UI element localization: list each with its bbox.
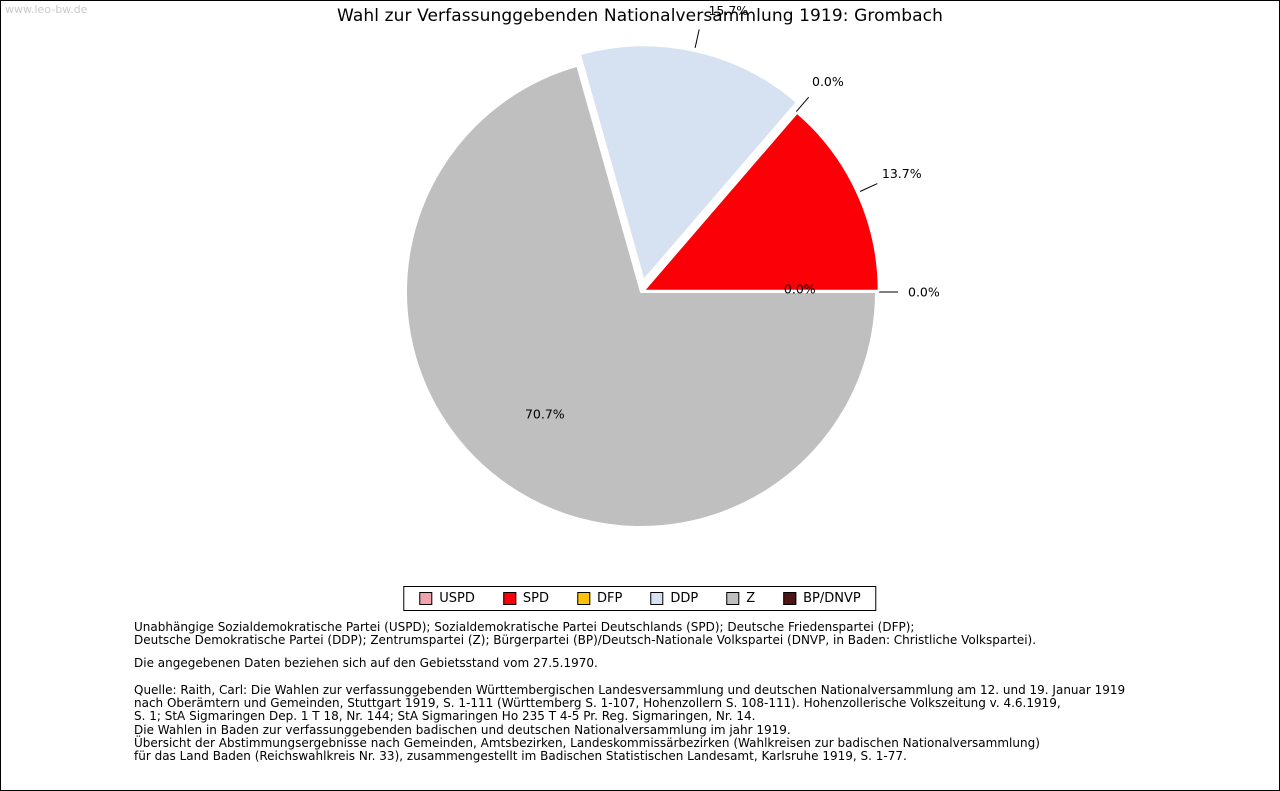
party-note-line: Deutsche Demokratische Partei (DDP); Zen… <box>134 633 1037 648</box>
legend-label: Z <box>746 591 756 606</box>
legend-item-dfp: DFP <box>577 591 622 606</box>
legend-item-spd: SPD <box>502 591 550 606</box>
source-citation-line: nach Oberämtern und Gemeinden, Stuttgart… <box>134 696 1061 711</box>
source-citation-line: S. 1; StA Sigmaringen Dep. 1 T 18, Nr. 1… <box>134 709 756 724</box>
source-citation-line: für das Land Baden (Reichswahlkreis Nr. … <box>134 749 907 764</box>
pie-value-label-ddp: 15.7% <box>708 3 748 18</box>
pie-label-leader-line <box>859 183 878 192</box>
pie-label-leader-line <box>694 29 700 49</box>
pie-slice-z <box>405 64 878 529</box>
source-citation-line: Quelle: Raith, Carl: Die Wahlen zur verf… <box>134 683 1126 697</box>
pie-value-label-dfp: 0.0% <box>812 74 844 89</box>
party-abbreviations-note: Unabhängige Sozialdemokratische Partei (… <box>134 620 1037 648</box>
watermark: www.leo-bw.de <box>5 3 88 16</box>
legend-swatch-spd <box>502 592 516 605</box>
legend: USPD SPD DFP DDP Z BP/DNVP <box>403 586 877 611</box>
legend-swatch-z <box>726 592 740 605</box>
legend-label: USPD <box>439 591 475 606</box>
legend-swatch-ddp <box>650 592 664 605</box>
legend-item-bp-dnvp: BP/DNVP <box>783 591 861 606</box>
legend-swatch-bp-dnvp <box>783 592 797 605</box>
pie-value-label-uspd: 0.0% <box>908 285 940 300</box>
party-note-line: Unabhängige Sozialdemokratische Partei (… <box>134 620 915 634</box>
chart-title: Wahl zur Verfassunggebenden Nationalvers… <box>337 6 943 26</box>
pie-value-label-bp-dnvp: 0.0% <box>784 282 816 297</box>
legend-item-uspd: USPD <box>419 591 475 606</box>
legend-swatch-dfp <box>577 592 591 605</box>
source-citation: Quelle: Raith, Carl: Die Wahlen zur verf… <box>134 683 1126 764</box>
legend-label: DDP <box>670 591 699 606</box>
legend-item-z: Z <box>726 591 755 606</box>
legend-item-ddp: DDP <box>650 591 698 606</box>
pie-value-label-spd: 13.7% <box>882 166 922 181</box>
pie-value-label-z: 70.7% <box>525 406 565 421</box>
pie-slice-ddp <box>578 44 799 283</box>
legend-label: DFP <box>597 591 623 606</box>
legend-swatch-uspd <box>419 592 433 605</box>
legend-label: SPD <box>522 591 550 606</box>
pie-slice-spd <box>641 111 880 292</box>
legend-label: BP/DNVP <box>803 591 861 606</box>
pie-label-leader-line <box>795 96 810 112</box>
territorial-status-note: Die angegebenen Daten beziehen sich auf … <box>134 656 598 670</box>
source-citation-line: Die Wahlen in Baden zur verfassunggebend… <box>134 722 791 737</box>
source-citation-line: Übersicht der Abstimmungsergebnisse nach… <box>134 735 1040 750</box>
